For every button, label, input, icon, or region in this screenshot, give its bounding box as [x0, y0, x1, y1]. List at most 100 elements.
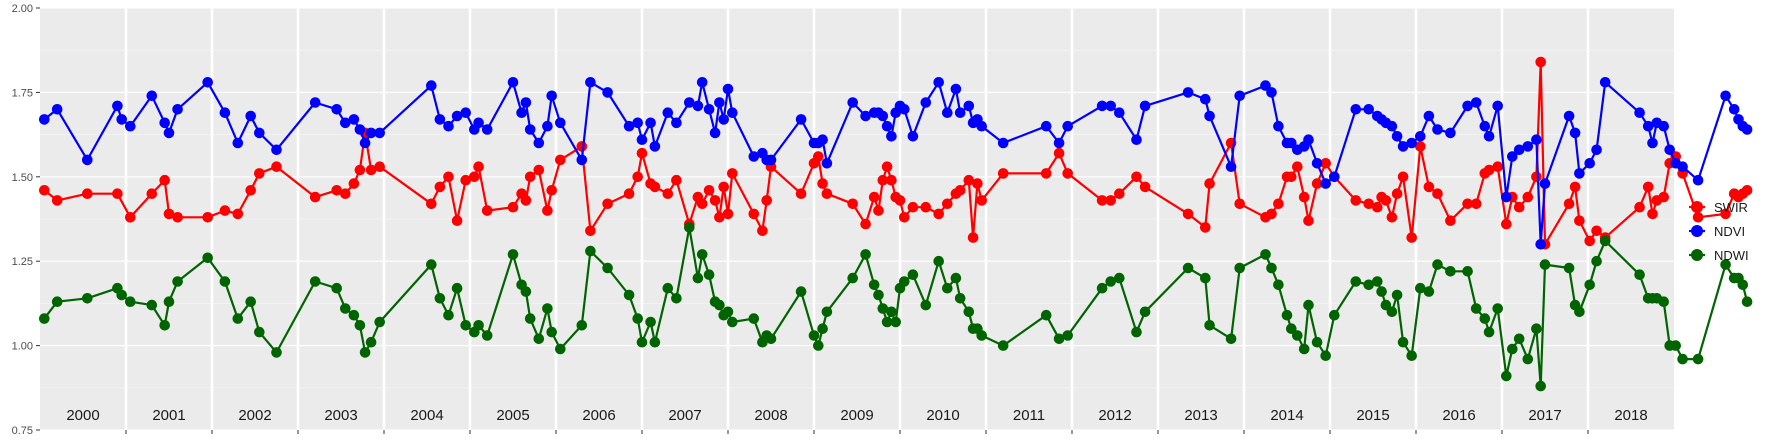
- ndvi-point: [1692, 174, 1704, 186]
- swir-point: [696, 198, 708, 210]
- year-label: 2004: [410, 407, 443, 424]
- swir-point: [1131, 171, 1142, 183]
- ndwi-point: [813, 340, 824, 351]
- ndwi-point: [340, 303, 351, 314]
- legend-label: NDVI: [1714, 224, 1745, 239]
- ndwi-point: [576, 320, 588, 331]
- ndvi-point: [920, 97, 932, 108]
- swir-point: [632, 171, 643, 183]
- ndwi-point: [1372, 276, 1383, 287]
- ndwi-point: [1266, 262, 1277, 274]
- ndvi-point: [1397, 141, 1409, 152]
- ndvi-point: [645, 117, 656, 129]
- swir-point: [1501, 218, 1512, 230]
- ndwi-point: [1139, 306, 1151, 318]
- swir-point: [365, 164, 377, 176]
- ndvi-point: [1728, 104, 1740, 115]
- swir-point: [460, 174, 472, 186]
- ndvi-point: [1531, 134, 1542, 145]
- ndvi-point: [877, 110, 889, 122]
- swir-point: [426, 198, 437, 210]
- ndwi-point: [533, 333, 545, 345]
- swir-point: [1266, 208, 1277, 220]
- year-label: 2013: [1184, 407, 1217, 424]
- ndwi-point: [696, 249, 708, 260]
- ndvi-point: [1483, 131, 1495, 142]
- ndwi-point: [202, 252, 213, 264]
- swir-point: [907, 201, 919, 213]
- swir-point: [873, 205, 884, 216]
- ndwi-point: [524, 313, 536, 324]
- year-labels: 2000 2001 2002 2003 2004 2005 2006 2007 2008 2009…: [66, 407, 1648, 434]
- year-label: 2003: [324, 407, 357, 424]
- ndwi-point: [1492, 303, 1503, 314]
- ndwi-point: [1415, 282, 1426, 294]
- ndvi-point: [1062, 120, 1073, 132]
- ndvi-point: [82, 154, 93, 166]
- ndvi-point: [1260, 80, 1271, 91]
- ndvi-point: [1507, 151, 1518, 162]
- swir-point: [976, 195, 987, 206]
- ndwi-point: [1677, 353, 1688, 365]
- legend-item-ndwi: NDWI: [1689, 248, 1749, 263]
- ndvi-point: [555, 117, 566, 129]
- year-label: 2017: [1528, 407, 1561, 424]
- ndwi-point: [873, 289, 884, 301]
- swir-point: [1298, 191, 1310, 203]
- ndvi-point: [696, 77, 708, 88]
- ndwi-point: [1363, 279, 1374, 291]
- ndvi-point: [1539, 178, 1551, 189]
- year-label: 2015: [1356, 407, 1389, 424]
- ndvi-point: [1273, 120, 1284, 132]
- ndvi-point: [1584, 158, 1595, 169]
- ndwi-point: [271, 347, 282, 358]
- ndwi-point: [39, 313, 50, 324]
- ndwi-point: [374, 316, 386, 328]
- ndwi-point: [1591, 255, 1602, 267]
- ndwi-point: [232, 313, 244, 324]
- ndwi-point: [1350, 276, 1362, 287]
- ndvi-point: [933, 77, 944, 88]
- swir-point: [1483, 164, 1495, 176]
- series-ndvi: [39, 77, 1753, 250]
- ndwi-point: [748, 313, 760, 324]
- swir-point: [1642, 181, 1654, 193]
- swir-point: [1423, 181, 1435, 193]
- swir-point: [524, 171, 536, 183]
- ndvi-point: [146, 90, 158, 102]
- ndvi-point: [1311, 158, 1323, 169]
- swir-point: [718, 181, 729, 193]
- swir-point: [434, 181, 446, 193]
- ndvi-point: [1522, 141, 1534, 152]
- ndwi-point: [1670, 340, 1681, 351]
- ndvi-point: [112, 100, 123, 112]
- swir-point: [172, 212, 183, 223]
- swir-point: [860, 218, 871, 230]
- ndvi-point: [602, 87, 613, 98]
- swir-point: [886, 174, 897, 186]
- ndwi-point: [309, 276, 321, 287]
- series-ndwi: [39, 222, 1753, 392]
- ndwi-point: [821, 306, 833, 318]
- ndwi-point: [1470, 303, 1482, 314]
- swir-point: [1647, 208, 1658, 220]
- swir-point: [1591, 225, 1602, 237]
- swir-point: [877, 174, 889, 186]
- ndwi-point: [1131, 326, 1142, 338]
- swir-point: [1380, 195, 1392, 206]
- ndvi-point: [39, 114, 50, 125]
- ndvi-point: [1053, 137, 1065, 149]
- swir-point: [727, 168, 738, 179]
- ndvi-point: [1599, 77, 1611, 88]
- swir-point: [1563, 198, 1575, 210]
- legend-key-point: [1691, 201, 1703, 213]
- ndvi-point: [727, 107, 738, 118]
- ndvi-point: [1234, 90, 1245, 102]
- ndwi-point: [868, 279, 880, 291]
- swir-point: [821, 188, 833, 199]
- swir-point: [469, 171, 480, 183]
- ndwi-point: [348, 309, 360, 321]
- swir-point: [1574, 215, 1585, 226]
- ndvi-point: [576, 154, 588, 166]
- ndvi-point: [847, 97, 858, 108]
